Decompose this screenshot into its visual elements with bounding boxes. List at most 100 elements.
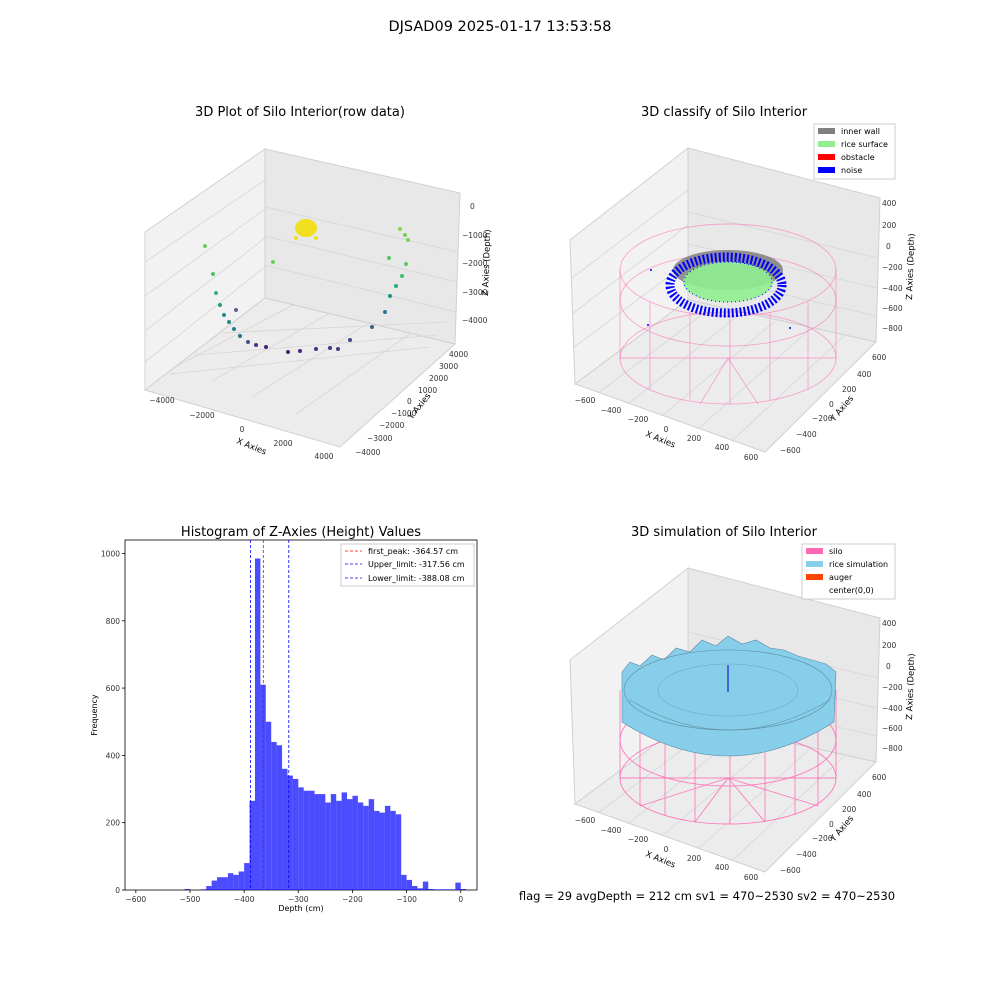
classify-y-tick: 400 [857,370,872,379]
panel-simulation-title: 3D simulation of Silo Interior [631,525,818,540]
classify-y-tick: −600 [780,446,801,455]
histogram-bar [282,768,288,890]
raw-grid [144,179,459,415]
simulation-x-tick: 0 [664,845,669,854]
histogram-y-tick-label: 1000 [101,549,120,558]
classify-x-axis-label: X Axies [644,430,677,451]
classify-x-tick: −600 [575,396,596,405]
simulation-z-tick: −400 [882,704,903,713]
histogram-bar [227,873,234,890]
histogram-legend: first_peak: -364.57 cm Upper_limit: -317… [340,543,475,587]
legend-swatch-silo [806,548,823,554]
legend-label-upper-limit: Upper_limit: -317.56 cm [368,560,465,569]
panel-raw-3d: 3D Plot of Silo Interior(row data) [143,105,493,461]
raw-y-axis-label: Y Axies [406,391,434,423]
simulation-y-tick: 0 [829,820,834,829]
histogram-bar [292,778,299,890]
histogram-bar [222,877,228,890]
histogram-y-tick-label: 0 [115,886,120,895]
histogram-bar [276,745,283,890]
histogram-y-axis-label: Frequency [90,694,99,736]
histogram-y-ticks: 0 200 400 600 800 1000 [101,549,125,895]
raw-points-top-cluster [295,219,317,237]
classify-z-tick: −800 [882,324,903,333]
simulation-rice-surface [621,635,837,757]
histogram-y-tick-label: 600 [106,684,121,693]
classify-x-tick: 200 [687,434,702,443]
histogram-bar [449,889,456,890]
panel-simulation-3d: 3D simulation of Silo Interior [569,525,917,882]
histogram-bar [357,802,364,890]
simulation-x-tick: −400 [601,826,622,835]
raw-x-tick: 0 [240,425,245,434]
raw-y-tick: 1000 [418,386,437,395]
histogram-bar [233,874,239,890]
histogram-y-tick-label: 400 [106,751,121,760]
histogram-bar [200,889,207,890]
classify-x-tick: 0 [664,425,669,434]
classify-z-tick: 0 [886,242,891,251]
histogram-bar [460,888,467,890]
histogram-bar [374,810,380,890]
histogram-x-tick-label: −300 [288,895,309,904]
simulation-y-tick: 400 [857,790,872,799]
raw-y-tick: 4000 [449,350,468,359]
simulation-z-tick: −200 [882,683,903,692]
figure-suptitle: DJSAD09 2025-01-17 13:53:58 [388,19,611,35]
simulation-z-tick: 200 [882,641,897,650]
histogram-bar [384,805,391,890]
panel-raw-title: 3D Plot of Silo Interior(row data) [195,105,405,120]
histogram-bar [433,889,440,890]
histogram-bar [244,863,250,890]
histogram-bars [184,558,467,890]
histogram-bar [368,799,375,890]
simulation-x-tick: −200 [628,835,649,844]
raw-x-axis-label: X Axies [235,437,268,458]
histogram-x-tick-label: −200 [342,895,363,904]
classify-y-tick: 200 [842,385,857,394]
simulation-x-tick: 400 [715,863,730,872]
histogram-bar [347,799,353,890]
legend-label-auger: auger [829,573,853,582]
histogram-bar [428,888,434,890]
histogram-x-axis-label: Depth (cm) [278,904,323,913]
histogram-reference-lines [250,540,290,890]
raw-y-tick: 2000 [429,374,448,383]
classify-z-tick: −600 [882,304,903,313]
histogram-x-tick-label: −400 [234,895,255,904]
histogram-bar [309,790,315,890]
raw-x-tick: −4000 [149,396,175,405]
histogram-bar [325,802,331,890]
simulation-legend: silo rice simulation auger center(0,0) [801,543,896,600]
histogram-bar [217,877,223,890]
classify-z-tick: 400 [882,199,897,208]
classify-points [647,250,791,329]
legend-label-rice-surface: rice surface [841,140,888,149]
histogram-bar [444,889,450,890]
histogram-bar [206,885,212,890]
panel-classify-title: 3D classify of Silo Interior [641,105,808,120]
classify-y-tick: 0 [829,400,834,409]
histogram-bar [422,881,429,890]
raw-y-tick: −3000 [367,434,393,443]
simulation-z-axis-label: Z Axies (Depth) [905,653,917,720]
raw-y-tick: 0 [407,397,412,406]
histogram-bar [271,741,277,890]
histogram-bar [238,871,245,890]
simulation-x-tick: 600 [744,873,759,882]
simulation-x-tick: −600 [575,816,596,825]
legend-label-center: center(0,0) [829,586,874,595]
histogram-title: Histogram of Z-Axies (Height) Values [181,525,421,540]
histogram-bar [455,882,461,890]
simulation-x-tick: 200 [687,854,702,863]
histogram-bar [303,790,310,890]
panel-classify-3d: 3D classify of Silo Interior [569,105,917,462]
simulation-z-tick: −800 [882,744,903,753]
classify-z-tick: −200 [882,263,903,272]
histogram-bar [341,792,348,890]
panel-histogram: Histogram of Z-Axies (Height) Values −60… [90,525,478,913]
histogram-bar [211,880,218,890]
histogram-bar [412,885,418,890]
classify-z-tick: −400 [882,284,903,293]
